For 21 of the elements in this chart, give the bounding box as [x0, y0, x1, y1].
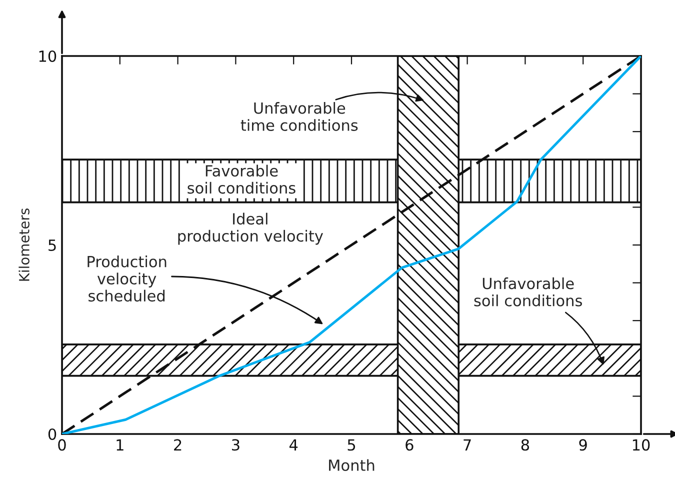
- x-tick-label: 0: [58, 439, 66, 451]
- x-tick-label: 8: [521, 439, 530, 451]
- band-label: Favorable soil conditions: [188, 164, 296, 194]
- x-tick-label: 7: [464, 439, 471, 450]
- x-tick-label: 1: [116, 439, 124, 450]
- x-tick-label: 9: [579, 439, 587, 451]
- annotation: Production velocity scheduled: [88, 256, 166, 302]
- y-tick-label: 5: [48, 240, 56, 252]
- x-tick-label: 3: [232, 439, 240, 451]
- y-tick-label: 0: [48, 428, 56, 440]
- band-label: Unfavorable time conditions: [240, 102, 358, 131]
- annotation: Ideal production velocity: [178, 212, 324, 245]
- x-tick-label: 5: [348, 439, 356, 451]
- x-tick-label: 10: [632, 439, 650, 451]
- x-tick-label: 6: [406, 439, 414, 451]
- x-tick-label: 4: [289, 439, 298, 450]
- y-axis-title: Kilometers: [18, 208, 30, 281]
- band-label: Unfavorable soil conditions: [474, 277, 582, 306]
- x-axis-title: Month: [329, 459, 374, 472]
- y-tick-label: 10: [39, 50, 56, 62]
- x-tick-label: 2: [174, 439, 182, 450]
